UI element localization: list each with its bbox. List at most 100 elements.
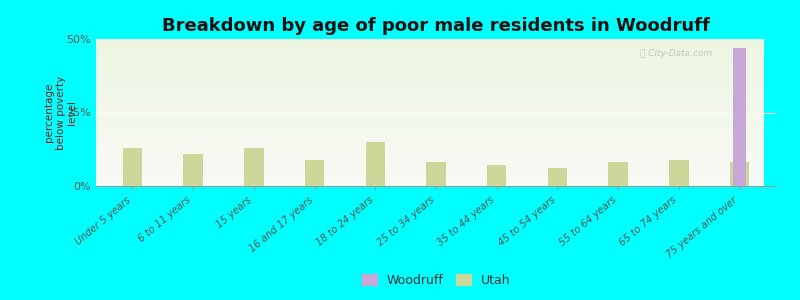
Bar xyxy=(96,163,764,164)
Bar xyxy=(96,155,764,157)
Bar xyxy=(96,110,764,111)
Bar xyxy=(96,149,764,151)
Bar xyxy=(96,146,764,148)
Bar xyxy=(96,130,764,132)
Bar xyxy=(96,99,764,101)
Bar xyxy=(96,168,764,170)
Bar xyxy=(96,129,764,130)
Bar xyxy=(96,93,764,95)
Bar xyxy=(305,160,324,186)
Bar xyxy=(548,168,567,186)
Bar xyxy=(96,114,764,116)
Bar xyxy=(96,178,764,180)
Bar xyxy=(96,120,764,121)
Bar xyxy=(96,180,764,182)
Bar xyxy=(96,79,764,80)
Bar xyxy=(96,60,764,61)
Bar xyxy=(96,171,764,173)
Bar xyxy=(96,48,764,49)
Bar xyxy=(96,101,764,102)
Bar xyxy=(96,167,764,168)
Bar xyxy=(96,134,764,136)
Bar xyxy=(96,184,764,186)
Bar xyxy=(96,51,764,52)
Bar xyxy=(609,163,628,186)
Bar xyxy=(96,57,764,58)
Bar xyxy=(96,177,764,178)
Bar xyxy=(96,118,764,120)
Bar xyxy=(426,163,446,186)
Bar xyxy=(96,161,764,163)
Legend: Woodruff, Utah: Woodruff, Utah xyxy=(357,269,515,292)
Bar xyxy=(96,112,764,114)
Title: Breakdown by age of poor male residents in Woodruff: Breakdown by age of poor male residents … xyxy=(162,17,710,35)
Bar xyxy=(96,65,764,67)
Bar xyxy=(96,102,764,104)
Bar xyxy=(96,74,764,76)
Bar xyxy=(96,148,764,149)
Bar xyxy=(96,126,764,127)
Bar xyxy=(96,158,764,160)
Bar xyxy=(96,133,764,134)
Bar xyxy=(96,173,764,174)
Bar xyxy=(96,64,764,65)
Bar xyxy=(96,142,764,143)
Bar xyxy=(96,151,764,152)
Bar xyxy=(96,77,764,79)
Bar xyxy=(96,108,764,110)
Bar xyxy=(487,165,506,186)
Bar xyxy=(96,76,764,77)
Bar xyxy=(96,127,764,129)
Bar xyxy=(96,42,764,44)
Bar xyxy=(366,142,385,186)
Bar xyxy=(96,39,764,40)
Bar xyxy=(96,45,764,46)
Bar xyxy=(122,148,142,186)
Bar xyxy=(96,164,764,165)
Bar xyxy=(733,48,746,186)
Bar xyxy=(96,80,764,82)
Bar xyxy=(96,98,764,99)
Bar xyxy=(96,96,764,98)
Bar xyxy=(96,123,764,124)
Bar xyxy=(96,124,764,126)
Bar xyxy=(96,132,764,133)
Bar xyxy=(96,82,764,83)
Y-axis label: percentage
below poverty
level: percentage below poverty level xyxy=(44,75,78,150)
Bar xyxy=(96,71,764,73)
Bar xyxy=(96,88,764,89)
Bar xyxy=(96,106,764,108)
Bar xyxy=(96,136,764,137)
Bar xyxy=(96,117,764,118)
Bar xyxy=(96,62,764,64)
Bar xyxy=(96,55,764,57)
Bar xyxy=(96,95,764,96)
Bar xyxy=(96,176,764,177)
Bar xyxy=(96,68,764,70)
Bar xyxy=(96,165,764,167)
Bar xyxy=(96,152,764,154)
Bar xyxy=(96,137,764,139)
Bar xyxy=(96,44,764,45)
Bar xyxy=(96,40,764,42)
Bar xyxy=(96,174,764,176)
Bar xyxy=(96,182,764,183)
Bar xyxy=(96,121,764,123)
Bar xyxy=(96,73,764,74)
Bar xyxy=(96,104,764,105)
Bar xyxy=(183,154,203,186)
Bar xyxy=(96,183,764,184)
Bar xyxy=(96,49,764,51)
Bar xyxy=(96,70,764,71)
Bar xyxy=(96,46,764,48)
Bar xyxy=(96,54,764,55)
Bar xyxy=(96,160,764,161)
Bar xyxy=(96,89,764,90)
Bar xyxy=(96,67,764,68)
Bar xyxy=(96,86,764,88)
Bar xyxy=(96,52,764,54)
Bar xyxy=(96,83,764,85)
Bar xyxy=(96,58,764,60)
Bar xyxy=(96,85,764,86)
Bar xyxy=(96,105,764,106)
